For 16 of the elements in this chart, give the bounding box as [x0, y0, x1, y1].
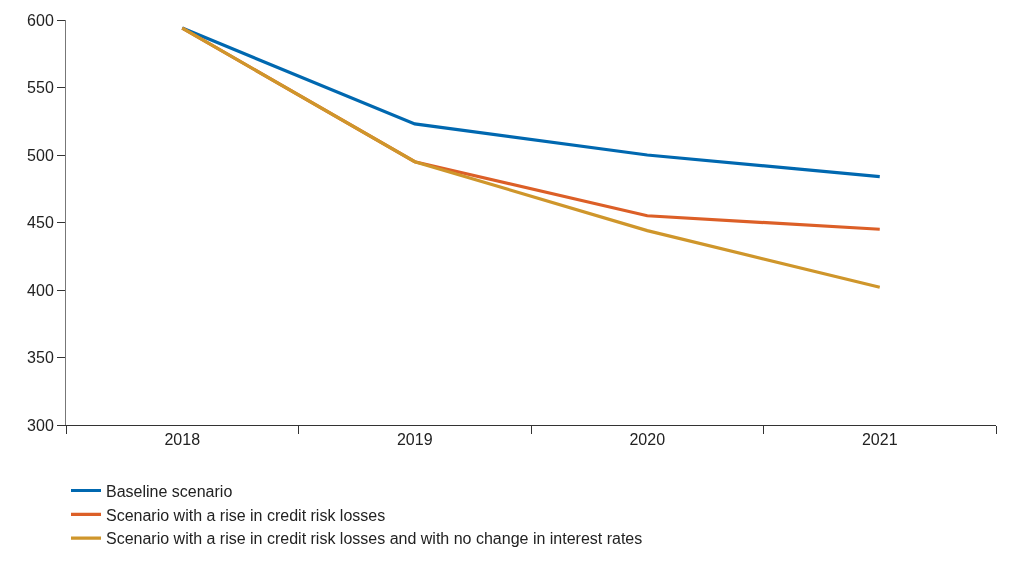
line-series [180, 26, 882, 289]
x-tick-label: 2018 [164, 431, 201, 449]
y-tick-label: 600 [27, 11, 54, 29]
line-series [180, 26, 882, 179]
y-tick-label: 500 [27, 146, 54, 164]
legend-label: Scenario with a rise in credit risk losses [106, 506, 386, 524]
x-tick-label: 2020 [629, 431, 666, 449]
x-tick-label: 2021 [861, 431, 898, 449]
y-tick-label: 350 [27, 349, 54, 367]
y-tick-label: 300 [27, 416, 54, 434]
y-tick-label: 400 [27, 281, 54, 299]
legend-label: Scenario with a rise in credit risk losses and with no change in interest rates [106, 530, 643, 548]
y-tick-label: 550 [27, 79, 54, 97]
legend-label: Baseline scenario [106, 482, 233, 500]
x-tick-label: 2019 [396, 431, 433, 449]
y-tick-label: 450 [27, 214, 54, 232]
